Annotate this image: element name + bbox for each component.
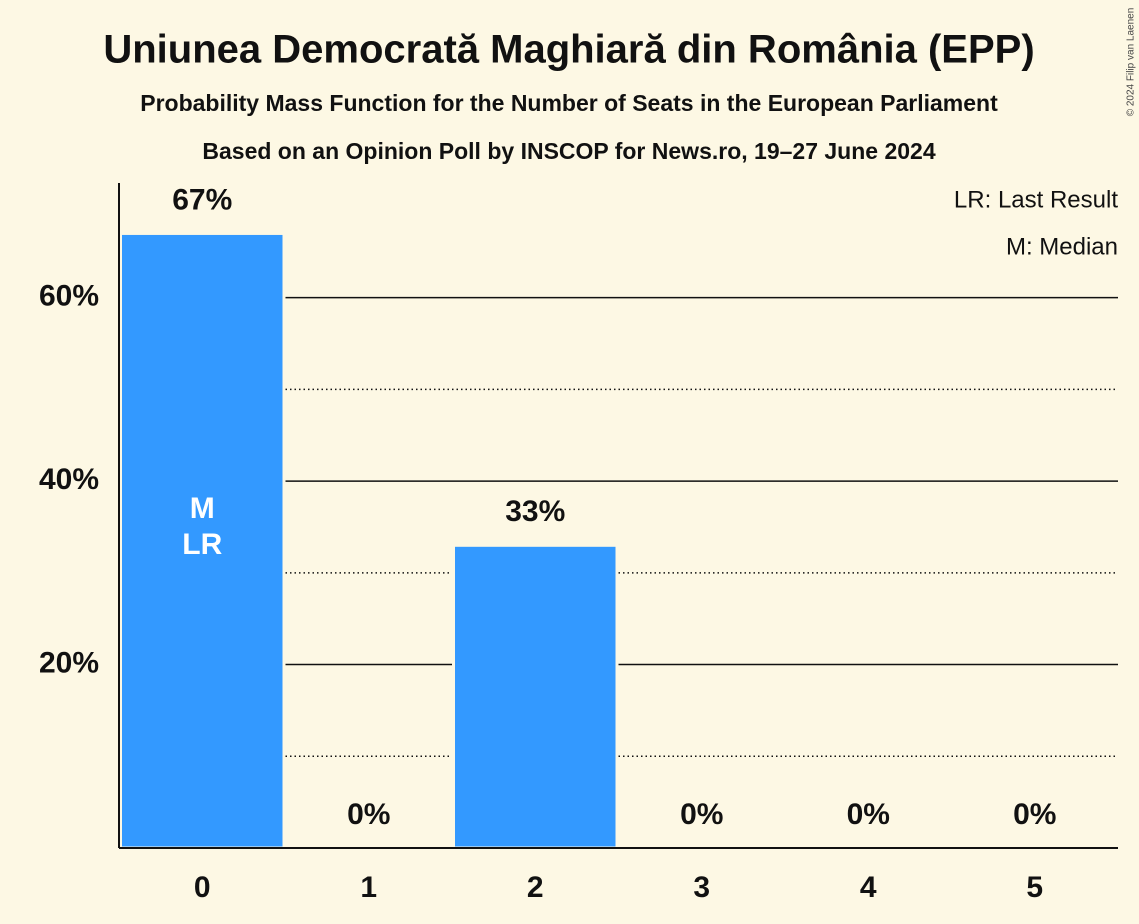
value-label: 0% (1013, 798, 1056, 831)
y-tick-label: 40% (39, 463, 99, 496)
chart-subtitle: Probability Mass Function for the Number… (140, 90, 998, 116)
x-tick-label: 1 (360, 871, 377, 904)
value-label: 0% (847, 798, 890, 831)
x-tick-label: 3 (693, 871, 710, 904)
bar (452, 543, 619, 850)
value-label: 0% (347, 798, 390, 831)
legend-entry: LR: Last Result (954, 186, 1118, 213)
x-tick-label: 0 (194, 871, 211, 904)
x-tick-label: 5 (1026, 871, 1043, 904)
x-tick-label: 4 (860, 871, 877, 904)
x-tick-label: 2 (527, 871, 544, 904)
value-label: 0% (680, 798, 723, 831)
chart-title: Uniunea Democrată Maghiară din România (… (103, 28, 1034, 72)
y-tick-label: 20% (39, 646, 99, 679)
y-tick-label: 60% (39, 280, 99, 313)
legend-entry: M: Median (1006, 233, 1118, 260)
bar-marker: LR (182, 528, 222, 561)
value-label: 33% (505, 495, 565, 528)
bar-marker: M (190, 492, 215, 525)
copyright: © 2024 Filip van Laenen (1126, 8, 1137, 117)
value-label: 67% (172, 183, 232, 216)
chart-subtitle: Based on an Opinion Poll by INSCOP for N… (202, 138, 935, 164)
